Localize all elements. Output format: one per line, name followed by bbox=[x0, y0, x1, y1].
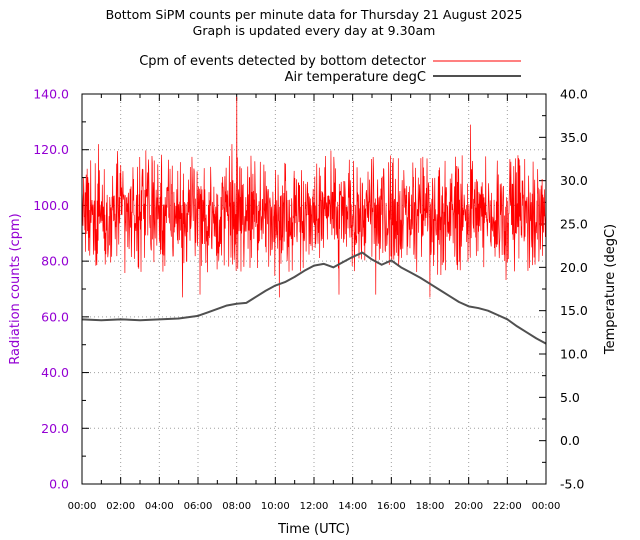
y2-tick-label: 0.0 bbox=[560, 433, 580, 448]
legend-label-temperature: Air temperature degC bbox=[285, 70, 426, 85]
x-tick-label: 08:00 bbox=[222, 501, 251, 512]
x-tick-label: 02:00 bbox=[106, 501, 135, 512]
y2-tick-label: 40.0 bbox=[560, 87, 588, 102]
x-tick-label: 20:00 bbox=[454, 501, 483, 512]
series-line-cpm bbox=[81, 96, 547, 298]
x-tick-label: 10:00 bbox=[261, 501, 290, 512]
series-line-temperature bbox=[81, 251, 547, 345]
legend: Cpm of events detected by bottom detecto… bbox=[139, 54, 521, 85]
y2-tick-label: 35.0 bbox=[560, 130, 588, 145]
y2-tick-label: 25.0 bbox=[560, 217, 588, 232]
x-tick-label: 18:00 bbox=[416, 501, 445, 512]
tick-labels: 00:00 02:00 04:00 06:00 08:00 10:00 12:00 14:00… bbox=[33, 87, 588, 513]
x-tick-label: 12:00 bbox=[300, 501, 329, 512]
plot-frame bbox=[81, 93, 547, 485]
y-tick-label: 20.0 bbox=[41, 421, 69, 436]
x-tick-label: 00:00 bbox=[532, 501, 561, 512]
y-tick-label: 80.0 bbox=[41, 254, 69, 269]
plot-lines bbox=[81, 96, 547, 345]
y2-tick-label: 15.0 bbox=[560, 303, 588, 318]
x-tick-label: 00:00 bbox=[68, 501, 97, 512]
x-tick-label: 06:00 bbox=[184, 501, 213, 512]
legend-label-cpm: Cpm of events detected by bottom detecto… bbox=[139, 54, 426, 69]
grid bbox=[82, 94, 546, 484]
y-tick-label: 100.0 bbox=[33, 198, 69, 213]
chart-title: Bottom SiPM counts per minute data for T… bbox=[106, 7, 523, 22]
x-tick-label: 04:00 bbox=[145, 501, 174, 512]
y-axis-label: Radiation counts (cpm) bbox=[8, 213, 23, 364]
y-tick-label: 60.0 bbox=[41, 309, 69, 324]
x-axis-label: Time (UTC) bbox=[277, 522, 350, 537]
y-tick-label: 0.0 bbox=[49, 477, 69, 492]
y2-axis-label: Temperature (degC) bbox=[603, 224, 618, 355]
y2-tick-label: 20.0 bbox=[560, 260, 588, 275]
y-tick-label: 140.0 bbox=[33, 87, 69, 102]
y2-tick-label: 5.0 bbox=[560, 390, 580, 405]
y2-tick-label: 10.0 bbox=[560, 347, 588, 362]
x-tick-label: 14:00 bbox=[338, 501, 367, 512]
chart-subtitle: Graph is updated every day at 9.30am bbox=[193, 23, 436, 38]
x-tick-label: 22:00 bbox=[493, 501, 522, 512]
y-tick-label: 40.0 bbox=[41, 365, 69, 380]
y2-tick-label: 30.0 bbox=[560, 173, 588, 188]
y-tick-label: 120.0 bbox=[33, 142, 69, 157]
ticks bbox=[81, 93, 547, 485]
y2-tick-label: -5.0 bbox=[560, 477, 584, 492]
x-tick-label: 16:00 bbox=[377, 501, 406, 512]
